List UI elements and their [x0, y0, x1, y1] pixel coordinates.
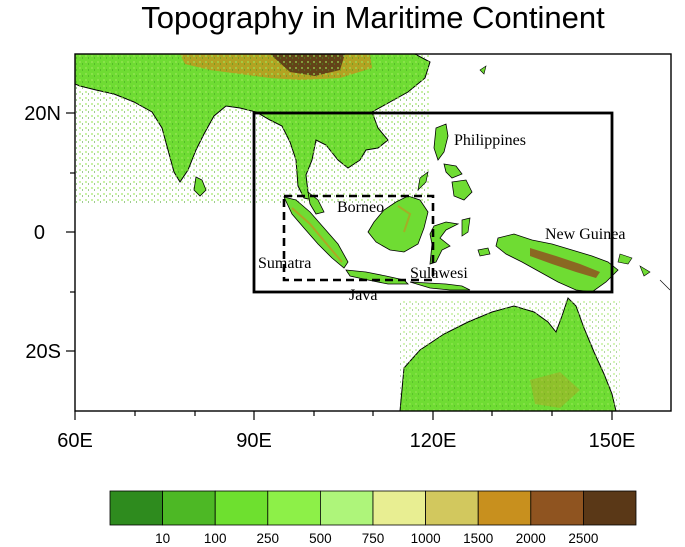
terrain-new-guinea-highlands — [530, 248, 600, 278]
land-malay-peninsula — [307, 191, 325, 215]
colorbar-swatch — [214, 490, 269, 526]
inner-region-box-dashed — [282, 194, 435, 282]
colorbar-swatch — [162, 490, 216, 526]
colorbar — [109, 490, 637, 526]
outer-region-box — [252, 111, 614, 294]
colorbar-tick-label: 100 — [204, 531, 227, 546]
y-tick-label: 20S — [25, 341, 61, 363]
colorbar-tick-label: 1500 — [463, 531, 493, 546]
label-sumatra: Sumatra — [258, 255, 311, 272]
label-new-guinea: New Guinea — [545, 226, 625, 243]
colorbar-tick-label: 1000 — [411, 531, 441, 546]
tick-marks — [66, 112, 613, 420]
x-tick-label: 90E — [236, 430, 272, 452]
land-sri-lanka — [193, 176, 207, 197]
label-borneo: Borneo — [337, 199, 384, 216]
x-tick-label: 60E — [57, 430, 93, 452]
colorbar-swatch — [425, 490, 479, 526]
land-moluccas — [461, 217, 491, 257]
label-sulawesi: Sulawesi — [410, 265, 468, 282]
colorbar-swatch — [319, 490, 374, 526]
colorbar-swatch — [477, 490, 532, 526]
colorbar-swatch — [267, 490, 321, 526]
label-java: Java — [349, 287, 377, 304]
land-philippines-luzon — [433, 123, 449, 161]
y-tick-label: 20N — [24, 103, 61, 125]
colorbar-swatch — [583, 490, 637, 526]
land-lesser-sunda — [409, 281, 471, 291]
map-title: Topography in Maritime Continent — [141, 0, 605, 35]
label-philippines: Philippines — [454, 132, 526, 149]
colorbar-swatch — [109, 490, 163, 526]
colorbar-tick-label: 750 — [362, 531, 385, 546]
colorbar-tick-label: 2000 — [516, 531, 546, 546]
land-palawan — [417, 171, 429, 192]
colorbar-swatch — [530, 490, 584, 526]
colorbar-tick-label: 250 — [257, 531, 280, 546]
land-philippines-mindanao — [451, 179, 473, 201]
colorbar-labels: 10 100 250 500 750 1000 1500 2000 2500 — [155, 531, 598, 546]
colorbar-tick-label: 10 — [155, 531, 170, 546]
land-philippines-visayas — [443, 163, 463, 179]
colorbar-tick-label: 2500 — [568, 531, 598, 546]
colorbar-tick-label: 500 — [309, 531, 332, 546]
x-tick-label: 150E — [589, 430, 636, 452]
x-tick-label: 120E — [410, 430, 457, 452]
colorbar-swatch — [372, 490, 426, 526]
y-tick-label: 0 — [34, 222, 45, 244]
land-sulawesi — [429, 221, 460, 265]
land-borneo — [367, 195, 429, 253]
